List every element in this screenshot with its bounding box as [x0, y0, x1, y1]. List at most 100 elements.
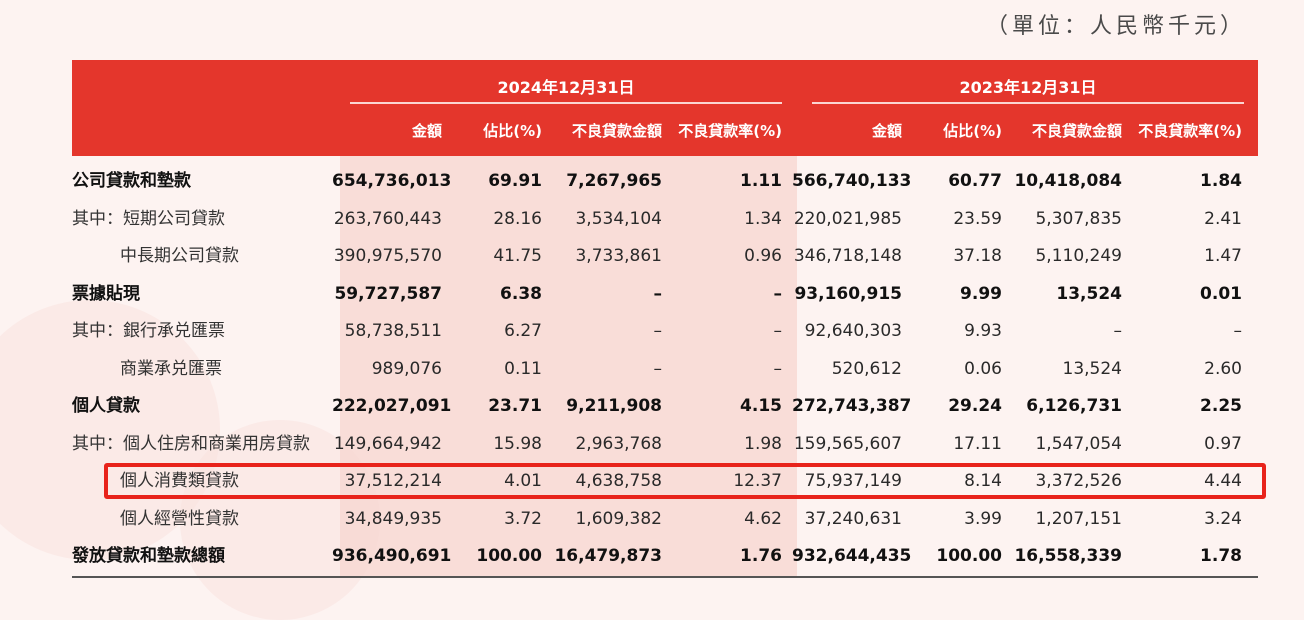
col-npl-amount-2024: 不良貸款金額	[571, 122, 662, 140]
row-value: 17.11	[953, 433, 1002, 454]
row-value: 28.16	[493, 208, 542, 229]
row-value: –	[1233, 321, 1243, 341]
row-value: 1.34	[744, 208, 782, 229]
row-label: 公司貸款和墊款	[72, 171, 191, 191]
row-label: 其中：個人住房和商業用房貸款	[72, 433, 310, 454]
col-npl-rate-2023: 不良貸款率(%)	[1138, 122, 1242, 140]
row-value: 13,524	[1056, 283, 1122, 304]
row-value: 2,963,768	[575, 433, 662, 454]
table-bottom-rule	[72, 576, 1258, 578]
divider	[812, 102, 1244, 104]
row-value: 12.37	[733, 471, 782, 491]
row-label: 發放貸款和墊款總額	[72, 546, 225, 566]
row-value: 3,733,861	[575, 246, 662, 266]
row-label: 其中：銀行承兑匯票	[72, 321, 225, 341]
row-value: 10,418,084	[1014, 171, 1122, 191]
row-value: –	[773, 321, 783, 341]
row-value: 29.24	[948, 396, 1002, 416]
row-value: 0.01	[1200, 283, 1242, 304]
table-row: 公司貸款和墊款 654,736,013 69.91 7,267,965 1.11 566,…	[72, 163, 1258, 201]
row-value: 69.91	[488, 171, 542, 191]
row-value: 0.97	[1204, 433, 1242, 454]
table-row: 個人貸款 222,027,091 23.71 9,211,908 4.15 272,743…	[72, 388, 1258, 426]
row-value: 60.77	[948, 171, 1002, 191]
row-value: 1.47	[1204, 246, 1242, 266]
row-value: 1,609,382	[575, 508, 662, 529]
row-value: 37.18	[953, 246, 1002, 266]
row-value: 6,126,731	[1026, 396, 1122, 416]
row-value: 9.99	[960, 283, 1002, 304]
row-label: 商業承兑匯票	[120, 358, 222, 379]
row-value: 23.71	[488, 396, 542, 416]
row-value: 1,547,054	[1035, 433, 1122, 454]
highlight-box	[104, 463, 1266, 499]
table-row: 發放貸款和墊款總額 936,490,691 100.00 16,479,873 1.76…	[72, 538, 1258, 576]
row-value: –	[773, 283, 783, 304]
row-value: 6.38	[500, 283, 542, 304]
row-value: 93,160,915	[794, 283, 902, 304]
row-value: 520,612	[831, 358, 902, 379]
row-value: 222,027,091	[332, 396, 452, 416]
row-value: 4,638,758	[575, 471, 662, 491]
row-value: 566,740,133	[792, 171, 912, 191]
row-value: 3,372,526	[1035, 471, 1122, 491]
table-row: 票據貼現 59,727,587 6.38– –93,160,915 9.99 13,524…	[72, 276, 1258, 314]
year-2023: 2023年12月31日	[959, 78, 1097, 97]
divider	[350, 102, 782, 104]
row-value: –	[653, 321, 663, 341]
row-value: 3.99	[964, 508, 1002, 529]
row-value: 16,558,339	[1014, 546, 1122, 566]
row-value: 346,718,148	[793, 246, 902, 266]
row-value: 390,975,570	[333, 246, 442, 266]
row-value: 6.27	[504, 321, 542, 341]
row-label: 個人消費類貸款	[120, 471, 239, 491]
row-value: –	[773, 358, 783, 379]
row-value: 1,207,151	[1035, 508, 1122, 529]
row-value: 0.06	[964, 358, 1002, 379]
row-label: 個人經營性貸款	[120, 508, 239, 529]
highlight-band-2024	[340, 156, 797, 578]
table-row: 個人經營性貸款 34,849,935 3.72 1,609,382 4.62 37,240…	[72, 501, 1258, 539]
row-value: 2.60	[1204, 358, 1242, 379]
col-npl-rate-2024: 不良貸款率(%)	[678, 122, 782, 140]
row-value: 41.75	[493, 246, 542, 266]
row-value: 936,490,691	[332, 546, 452, 566]
row-value: 9,211,908	[566, 396, 662, 416]
row-value: 59,727,587	[334, 283, 442, 304]
row-value: 5,110,249	[1035, 246, 1122, 266]
row-value: 3.24	[1204, 508, 1242, 529]
row-value: 149,664,942	[333, 433, 442, 454]
row-value: 13,524	[1062, 358, 1122, 379]
row-value: 0.11	[504, 358, 542, 379]
row-value: 272,743,387	[792, 396, 912, 416]
row-value: 15.98	[493, 433, 542, 454]
row-value: 37,240,631	[804, 508, 902, 529]
year-2024: 2024年12月31日	[497, 78, 635, 97]
row-value: 2.41	[1204, 208, 1242, 229]
row-value: –	[653, 283, 663, 304]
row-value: 220,021,985	[793, 208, 902, 229]
row-value: 37,512,214	[344, 471, 442, 491]
row-value: 3,534,104	[575, 208, 662, 229]
row-value: 3.72	[504, 508, 542, 529]
row-value: 0.96	[744, 246, 782, 266]
row-label: 中長期公司貸款	[120, 246, 239, 266]
row-value: 2.25	[1200, 396, 1242, 416]
row-label: 個人貸款	[72, 396, 140, 416]
col-share-2024: 佔比(%)	[483, 122, 542, 140]
row-value: 159,565,607	[793, 433, 902, 454]
row-value: 1.78	[1200, 546, 1242, 566]
row-value: 1.98	[744, 433, 782, 454]
row-value: 4.44	[1204, 471, 1242, 491]
row-value: 1.76	[740, 546, 782, 566]
row-value: 5,307,835	[1035, 208, 1122, 229]
row-value: –	[653, 358, 663, 379]
row-value: 23.59	[953, 208, 1002, 229]
row-value: 932,644,435	[792, 546, 912, 566]
table-row: 中長期公司貸款 390,975,570 41.75 3,733,861 0.96 346,…	[72, 238, 1258, 276]
row-value: 7,267,965	[566, 171, 662, 191]
row-value: 58,738,511	[344, 321, 442, 341]
row-value: 100.00	[476, 546, 542, 566]
row-value: 654,736,013	[332, 171, 452, 191]
col-npl-amount-2023: 不良貸款金額	[1031, 122, 1122, 140]
